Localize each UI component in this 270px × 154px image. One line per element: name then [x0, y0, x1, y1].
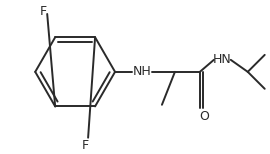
Text: O: O — [199, 110, 209, 123]
Text: F: F — [40, 6, 47, 18]
Text: F: F — [82, 139, 89, 152]
Text: NH: NH — [133, 65, 151, 78]
Text: HN: HN — [212, 53, 231, 66]
